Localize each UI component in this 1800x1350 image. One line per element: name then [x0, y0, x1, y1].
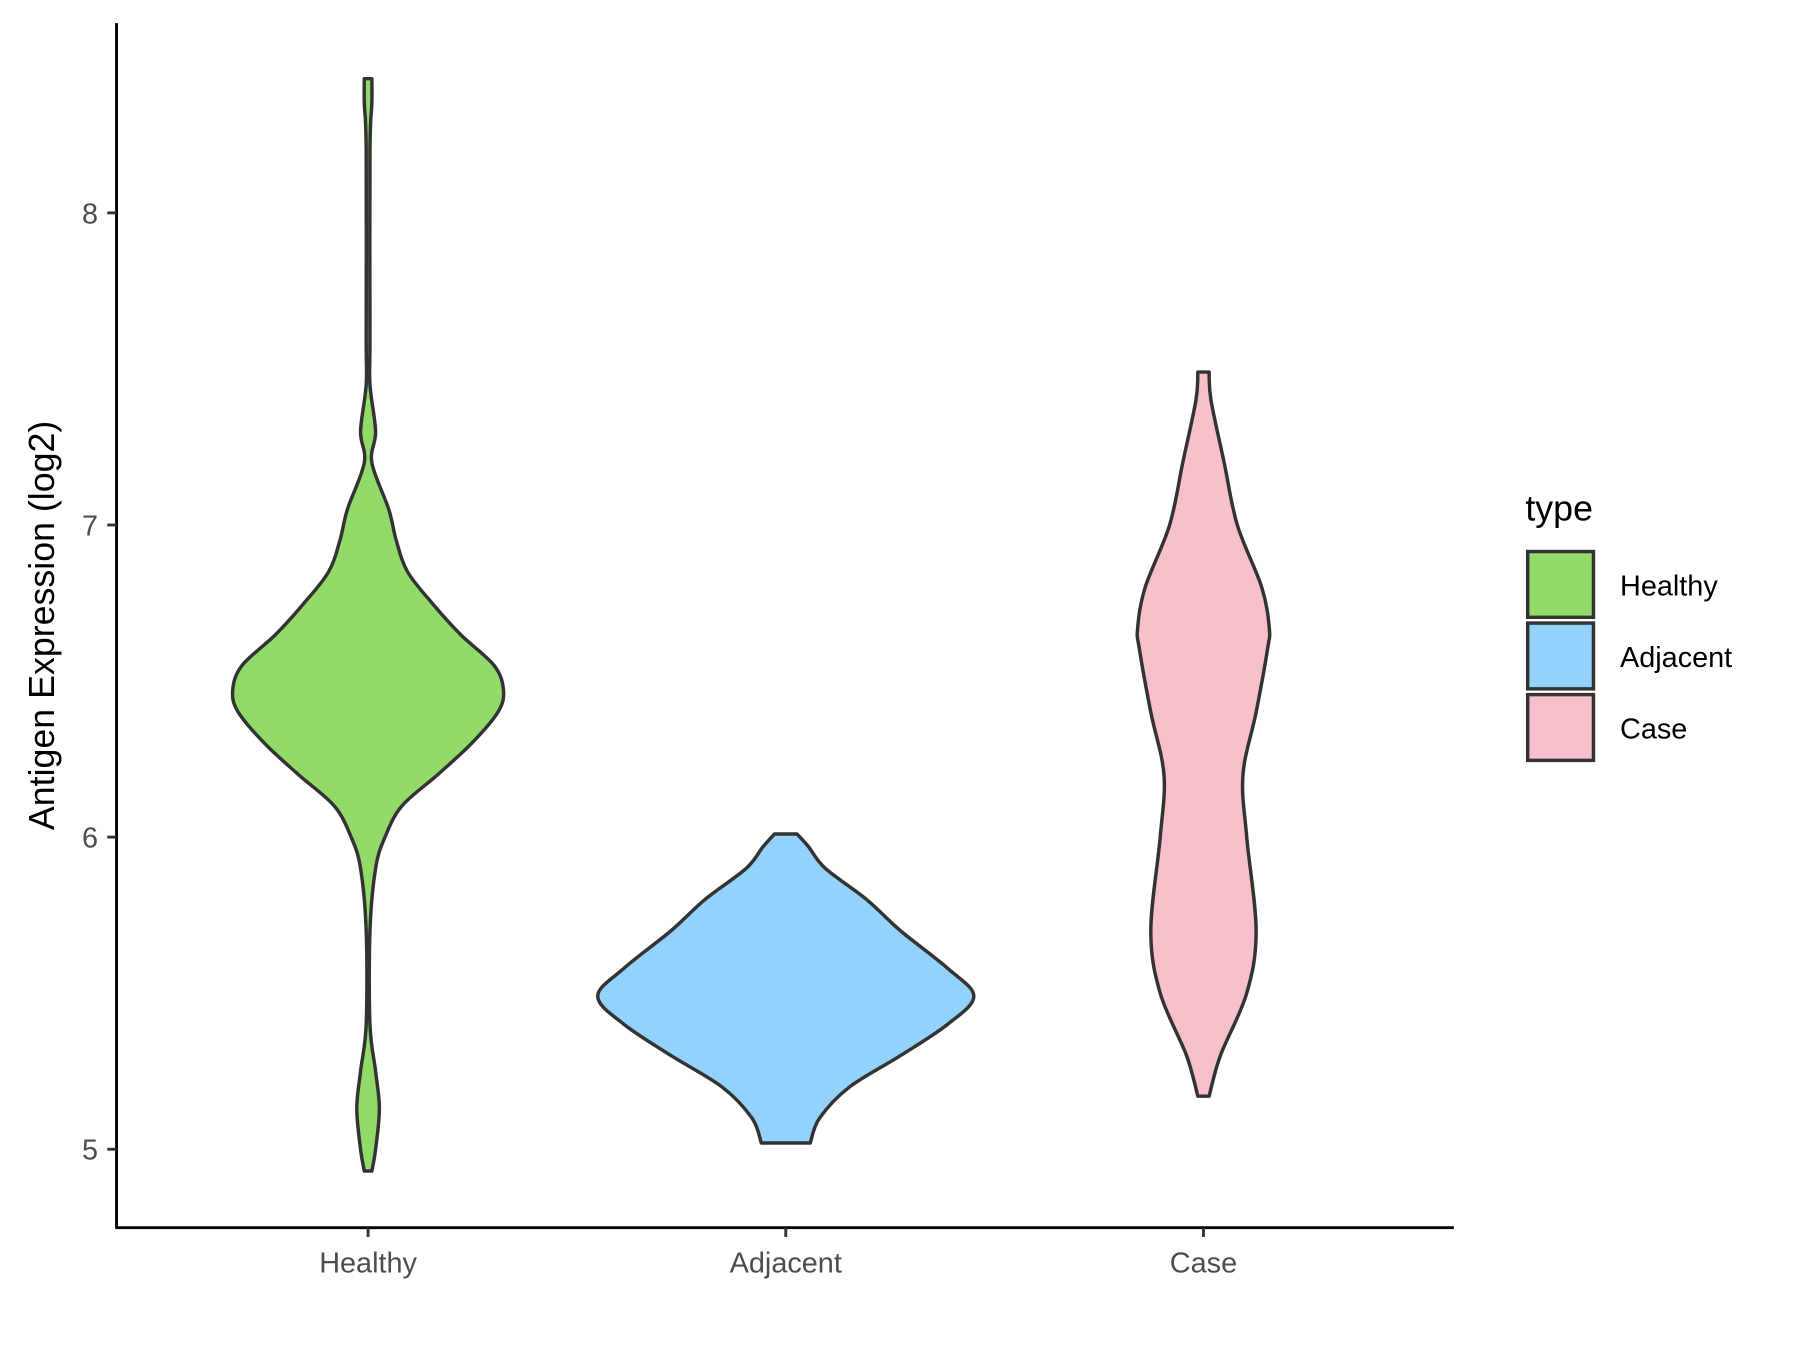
legend-swatch-healthy — [1525, 549, 1596, 620]
violins — [230, 76, 1272, 1173]
y-tick-label: 8 — [82, 198, 98, 230]
x-tick-label: Adjacent — [730, 1248, 842, 1280]
violin-case — [1135, 370, 1272, 1098]
legend-label: Case — [1620, 713, 1687, 745]
y-axis-label: Antigen Expression (log2) — [22, 421, 62, 830]
x-tick-label: Healthy — [319, 1248, 417, 1280]
y-tick-label: 6 — [82, 823, 98, 855]
legend-swatch-adjacent — [1525, 621, 1596, 691]
legend-swatch-case — [1525, 692, 1596, 763]
y-tick-label: 7 — [82, 510, 98, 542]
x-ticks: Healthy Adjacent Case — [319, 1227, 1237, 1280]
y-tick-label: 5 — [82, 1135, 98, 1167]
x-tick-label: Case — [1170, 1248, 1237, 1280]
violin-healthy — [230, 76, 506, 1173]
violin-adjacent — [595, 832, 976, 1145]
y-ticks: 5 6 7 8 — [82, 198, 117, 1167]
legend-title: type — [1525, 488, 1593, 528]
legend-label: Adjacent — [1620, 642, 1732, 674]
legend: type Healthy Adjacent Case — [1525, 488, 1732, 763]
legend-label: Healthy — [1620, 570, 1718, 602]
